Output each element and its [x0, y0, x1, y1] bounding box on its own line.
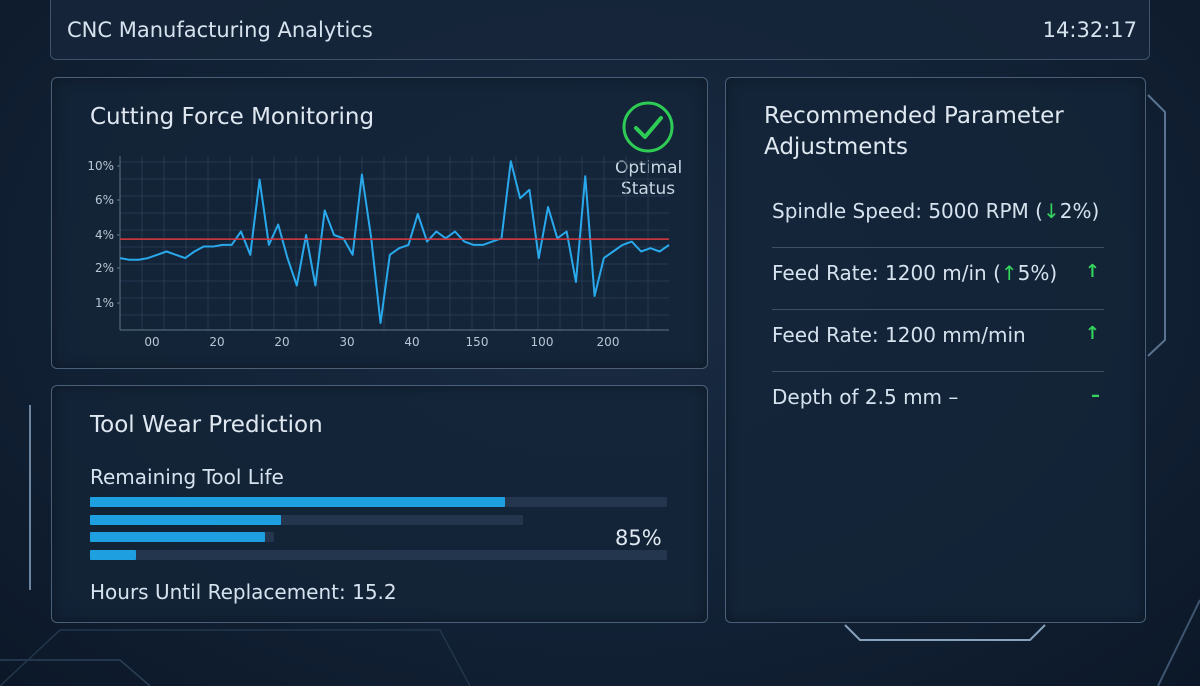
tool-life-percent: 85%: [615, 526, 662, 550]
x-tick-label: 150: [466, 335, 489, 349]
recommendation-row: Feed Rate: 1200 m/in (↑5%) ↑: [772, 247, 1104, 310]
cutting-force-chart: 10% 6% 4% 2% 1% 00 20 20 30 40 150 100 200: [87, 156, 670, 349]
recommendation-text: Depth of 2.5 mm –: [772, 385, 959, 409]
tool-life-bar-fill: [90, 497, 506, 507]
arrow-up-icon: ↑: [1000, 261, 1018, 285]
x-tick-label: 20: [274, 335, 289, 349]
force-series-line: [119, 160, 670, 324]
x-tick-label: 100: [531, 335, 554, 349]
y-tick-label: 4%: [95, 228, 114, 242]
x-tick-label: 20: [209, 335, 224, 349]
check-circle-icon: [622, 101, 674, 153]
panel-title: Recommended Parameter: [764, 103, 1064, 129]
tool-wear-panel: Tool Wear Prediction Remaining Tool Life…: [51, 385, 708, 623]
recommendation-row: Feed Rate: 1200 mm/min ↑: [772, 309, 1104, 372]
y-tick-label: 2%: [95, 261, 114, 275]
y-tick-label: 6%: [95, 193, 114, 207]
dash-icon: –: [1091, 385, 1100, 406]
recommendation-text: Feed Rate: 1200 m/in (↑5%): [772, 261, 1058, 285]
tool-life-bar-fill: [90, 515, 281, 525]
x-tick-label: 200: [597, 335, 620, 349]
clock: 14:32:17: [1042, 18, 1137, 42]
arrow-up-icon: ↑: [1084, 323, 1100, 344]
recommendation-row: Spindle Speed: 5000 RPM (↓2%): [772, 185, 1104, 248]
panel-title: Tool Wear Prediction: [90, 412, 323, 438]
recommendation-text: Feed Rate: 1200 mm/min: [772, 323, 1026, 347]
app-header: CNC Manufacturing Analytics 14:32:17: [50, 0, 1150, 60]
y-tick-label: 1%: [95, 296, 114, 310]
panel-title: Cutting Force Monitoring: [90, 104, 375, 130]
recommendations-panel: Recommended Parameter Adjustments Spindl…: [725, 77, 1146, 623]
tool-life-bar-fill: [90, 550, 137, 560]
arrow-up-icon: ↑: [1084, 261, 1100, 282]
tool-life-bar: [90, 532, 274, 542]
x-tick-label: 40: [404, 335, 419, 349]
tool-life-bar: [90, 497, 667, 507]
arrow-down-icon: ↓: [1042, 199, 1060, 223]
remaining-tool-life-label: Remaining Tool Life: [90, 465, 284, 489]
tool-life-bar: [90, 515, 523, 525]
y-tick-label: 10%: [87, 159, 114, 173]
panel-title-line2: Adjustments: [764, 134, 909, 160]
x-tick-label: 30: [339, 335, 354, 349]
hours-until-replacement: Hours Until Replacement: 15.2: [90, 580, 397, 604]
tool-life-bar: [90, 550, 667, 560]
tool-life-bar-fill: [90, 532, 265, 542]
recommendation-row: Depth of 2.5 mm – –: [772, 371, 1104, 433]
app-title: CNC Manufacturing Analytics: [67, 18, 373, 42]
recommendation-text: Spindle Speed: 5000 RPM (↓2%): [772, 199, 1100, 223]
cutting-force-panel: Cutting Force Monitoring Optimal Status …: [51, 77, 708, 369]
x-tick-label: 00: [144, 335, 159, 349]
